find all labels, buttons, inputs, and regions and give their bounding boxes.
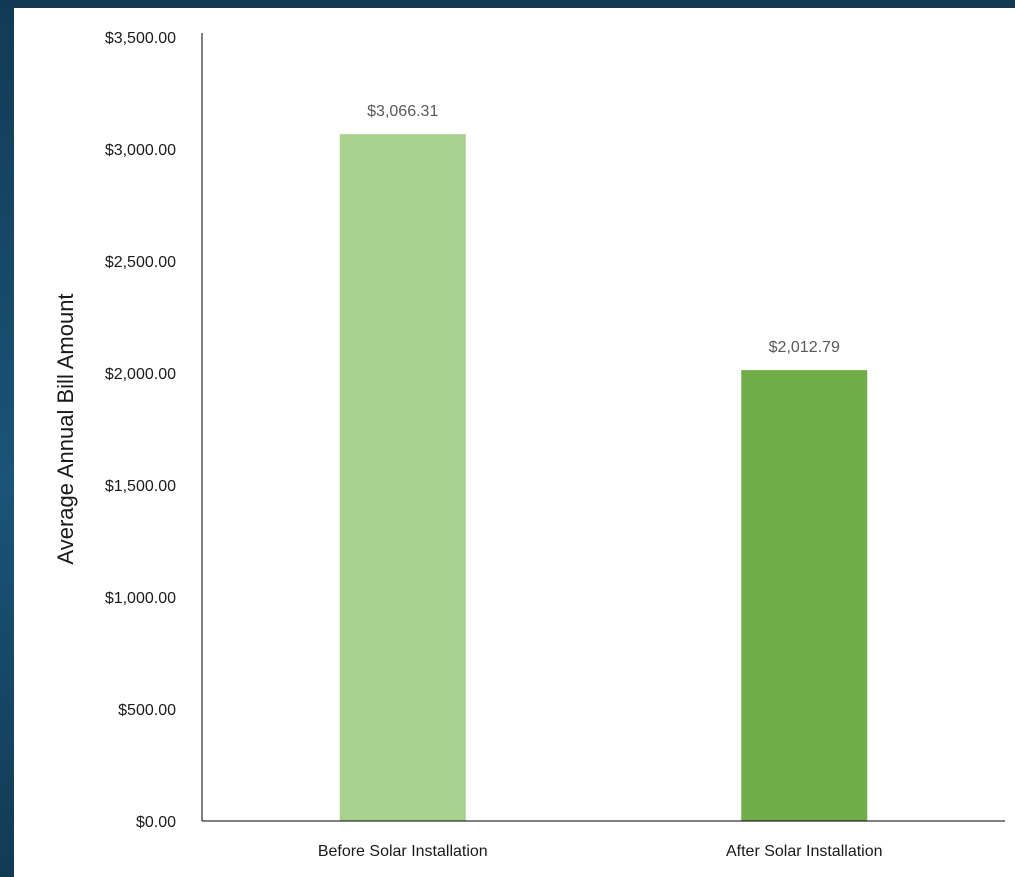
x-axis: Before Solar Installation After Solar Ins… [202,820,1005,860]
bar-value-label: $3,066.31 [367,103,438,120]
y-tick-label: $500.00 [118,702,176,719]
y-tick-label: $1,500.00 [105,478,176,495]
chart-panel: $0.00 $500.00 $1,000.00 $1,500.00 $2,000.00 $… [14,8,1015,877]
bar-value-label: $2,012.79 [769,339,840,356]
y-tick-label: $2,000.00 [105,366,176,383]
bar [741,370,868,821]
bar [339,134,466,822]
data-labels: $3,066.31 $2,012.79 [367,103,840,356]
y-tick-label: $2,500.00 [105,254,176,271]
bar-chart: $0.00 $500.00 $1,000.00 $1,500.00 $2,000.00 $… [53,30,1005,860]
x-category-label: After Solar Installation [726,843,883,860]
y-tick-label: $0.00 [136,814,176,831]
y-tick-label: $1,000.00 [105,590,176,607]
x-category-label: Before Solar Installation [318,843,488,860]
y-tick-label: $3,000.00 [105,142,176,159]
y-tick-label: $3,500.00 [105,30,176,47]
y-axis: $0.00 $500.00 $1,000.00 $1,500.00 $2,000.00 $… [105,30,203,831]
y-axis-title: Average Annual Bill Amount [53,293,78,564]
bars [339,134,868,822]
